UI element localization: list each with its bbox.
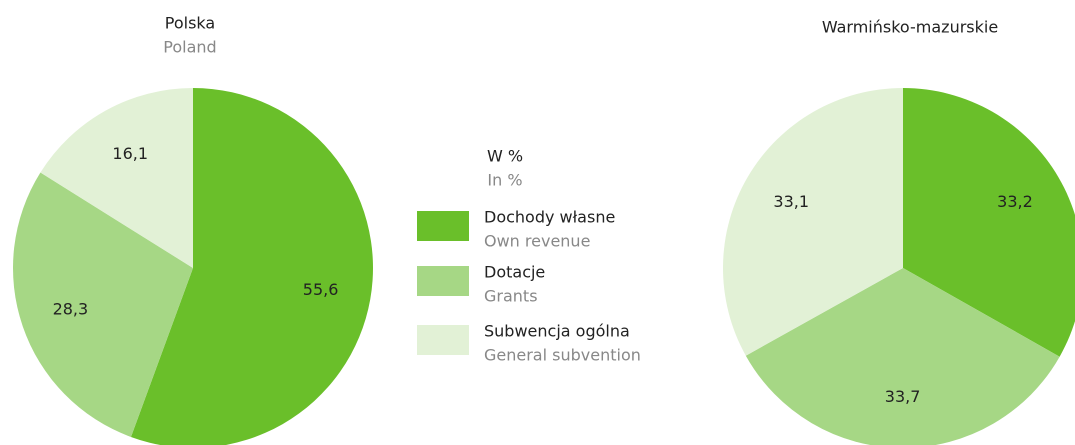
data-label: 16,1 xyxy=(112,144,148,163)
legend-label-en: Grants xyxy=(484,287,538,306)
pie-slice xyxy=(903,88,1075,357)
legend-swatch xyxy=(417,211,469,241)
legend-label-en: Own revenue xyxy=(484,232,590,251)
data-label: 55,6 xyxy=(303,280,339,299)
legend-label: Dotacje xyxy=(484,263,545,282)
data-label: 28,3 xyxy=(53,299,89,318)
pie-slice xyxy=(130,88,373,445)
data-label: 33,1 xyxy=(773,192,809,211)
legend-subtitle: In % xyxy=(487,171,522,190)
chart-title: Warmińsko-mazurskie xyxy=(822,18,998,37)
chart-subtitle: Poland xyxy=(163,38,216,57)
pie-slice xyxy=(13,172,193,437)
data-label: 33,2 xyxy=(997,192,1033,211)
data-label: 33,7 xyxy=(885,387,921,406)
legend-label: Subwencja ogólna xyxy=(484,322,630,341)
legend-swatch xyxy=(417,325,469,355)
chart-title: Polska xyxy=(165,14,215,33)
legend-label: Dochody własne xyxy=(484,208,615,227)
pie-slice xyxy=(722,88,903,356)
legend-swatch xyxy=(417,266,469,296)
pie-slice xyxy=(745,268,1060,445)
legend-label-en: General subvention xyxy=(484,346,641,365)
legend-title: W % xyxy=(487,147,523,166)
pie-slice xyxy=(40,87,194,268)
